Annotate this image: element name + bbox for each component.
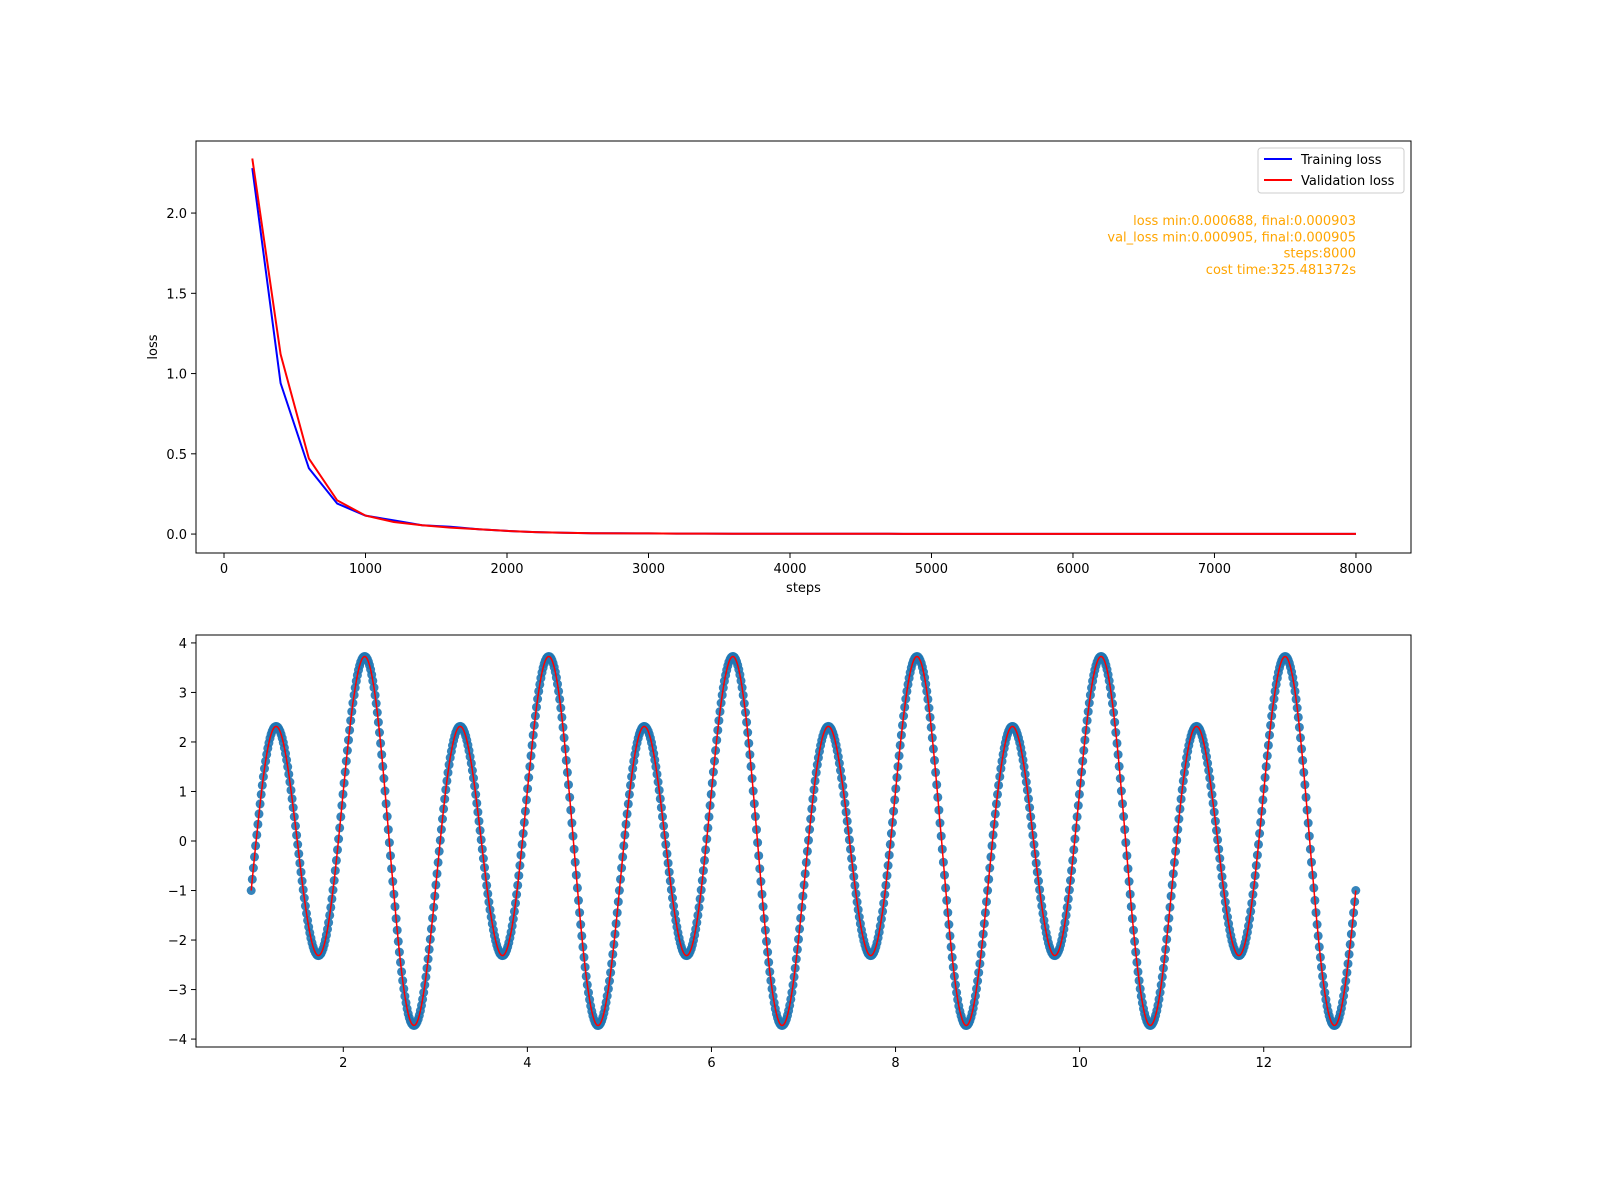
- x-tick-label: 6000: [1056, 562, 1089, 577]
- legend: Training loss Validation loss: [1257, 147, 1405, 194]
- x-tick-label: 4000: [773, 562, 806, 577]
- x-axis-label: steps: [786, 581, 821, 596]
- x-tick-label: 8: [891, 1056, 899, 1071]
- annotation-line: cost time:325.481372s: [1206, 263, 1356, 278]
- loss-axes: 0 1000 2000 3000 4000 5000 6000 7000 8000 0.0 0.5 1…: [146, 140, 1412, 596]
- y-tick-label: 1: [179, 785, 187, 800]
- y-tick-label: 2.0: [166, 207, 187, 222]
- y-tick-label: 2: [179, 736, 187, 751]
- y-tick-label: 0: [179, 835, 187, 850]
- x-tick-label: 4: [523, 1056, 531, 1071]
- x-tick-label: 1000: [349, 562, 382, 577]
- axes-frame: [195, 634, 1412, 1048]
- x-tick-label: 10: [1071, 1056, 1088, 1071]
- x-tick-label: 2: [339, 1056, 347, 1071]
- x-tick-label: 12: [1255, 1056, 1272, 1071]
- series-line-validation-loss: [251, 158, 1356, 535]
- x-tick-label: 2000: [490, 562, 523, 577]
- annotation-line: val_loss min:0.000905, final:0.000905: [1107, 230, 1356, 245]
- axes-frame: [195, 140, 1412, 554]
- y-tick-label: 0.5: [166, 448, 187, 463]
- y-tick-label: −3: [168, 984, 187, 999]
- x-tick-label: 8000: [1339, 562, 1372, 577]
- scatter-points: [246, 652, 1361, 1030]
- legend-label: Training loss: [1300, 153, 1382, 168]
- x-tick-label: 5000: [915, 562, 948, 577]
- x-tick-label: 6: [707, 1056, 715, 1071]
- prediction-line: [250, 655, 1357, 1027]
- x-tick-label: 3000: [632, 562, 665, 577]
- x-tick-label: 7000: [1198, 562, 1231, 577]
- x-tick-label: 0: [220, 562, 228, 577]
- y-axis-label: loss: [146, 334, 161, 359]
- annotation-line: steps:8000: [1284, 247, 1356, 262]
- legend-label: Validation loss: [1301, 174, 1395, 189]
- y-tick-label: 4: [179, 637, 187, 652]
- legend-box: [1257, 147, 1405, 194]
- y-tick-label: 0.0: [166, 528, 187, 543]
- y-tick-label: 3: [179, 686, 187, 701]
- y-tick-label: 1.0: [166, 368, 187, 383]
- y-tick-label: −4: [168, 1033, 187, 1048]
- y-tick-label: 1.5: [166, 287, 187, 302]
- annotation-line: loss min:0.000688, final:0.000903: [1133, 214, 1356, 229]
- y-tick-label: −1: [168, 885, 187, 900]
- y-tick-label: −2: [168, 934, 187, 949]
